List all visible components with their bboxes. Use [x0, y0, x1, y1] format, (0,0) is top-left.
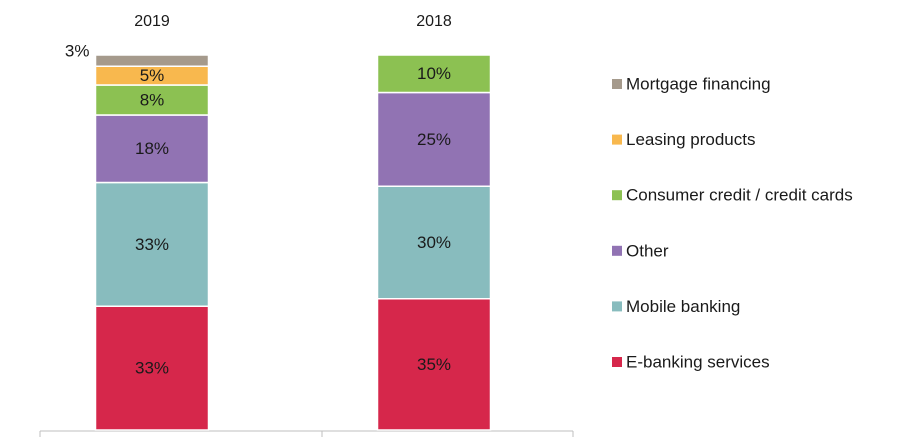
bar-segment	[376, 54, 492, 94]
data-label: 25%	[417, 130, 451, 149]
bar-segment	[376, 298, 492, 431]
legend-label: Other	[626, 241, 669, 260]
legend-swatch	[612, 357, 622, 367]
legend-label: E-banking services	[626, 352, 770, 371]
data-label: 10%	[417, 64, 451, 83]
legend-label: Consumer credit / credit cards	[626, 186, 853, 205]
legend-swatch	[612, 190, 622, 201]
bar-segment	[94, 181, 210, 307]
x-tick-label: 2019	[134, 13, 170, 30]
data-label: 33%	[135, 235, 169, 254]
legend-swatch	[612, 301, 622, 312]
data-label: 33%	[135, 359, 169, 378]
bar-segment	[94, 305, 210, 431]
legend-label: Leasing products	[626, 130, 755, 149]
bar-segment	[376, 91, 492, 187]
bar-segment	[94, 54, 210, 67]
data-label: 35%	[417, 355, 451, 374]
legend-swatch	[612, 134, 622, 145]
data-label: 8%	[140, 90, 165, 109]
data-label: 3%	[65, 41, 90, 60]
bar-segment	[376, 185, 492, 300]
data-label: 30%	[417, 233, 451, 252]
bar-segment	[94, 84, 210, 116]
legend-swatch	[612, 79, 622, 89]
legend-label: Mortgage financing	[626, 74, 771, 93]
data-label: 5%	[140, 66, 165, 85]
legend-label: Mobile banking	[626, 297, 740, 316]
legend-swatch	[612, 245, 622, 256]
data-label: 18%	[135, 139, 169, 158]
x-tick-label: 2018	[416, 13, 452, 30]
